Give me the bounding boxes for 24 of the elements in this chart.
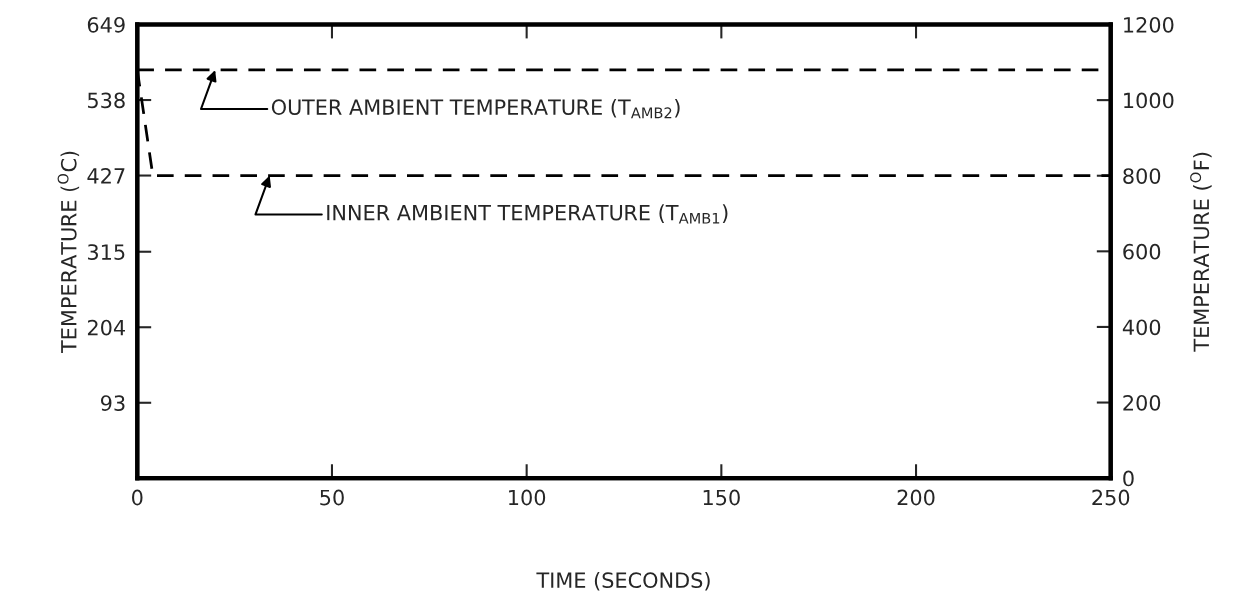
x-axis-title: TIME (SECONDS) [536,571,710,591]
y2-tick-label: 1200 [1124,16,1174,33]
y-tick-label: 649 [87,16,125,33]
x-tick-label: 200 [897,489,935,506]
y-tick-label: 204 [87,319,125,336]
y-tick-label: 538 [88,92,125,109]
annotation: INNER AMBIENT TEMPERATURE (T$_{AMB1}$) [327,204,728,224]
y2-tick-label: 1000 [1124,92,1174,109]
x-tick-label: 50 [320,489,344,506]
y-tick-label: 93 [100,395,125,411]
y-tick-label: 427 [87,168,125,184]
y2-tick-label: 0 [1123,470,1134,487]
x-tick-label: 250 [1092,489,1130,506]
y2-tick-label: 600 [1123,243,1161,260]
y2-tick-label: 800 [1123,168,1161,184]
y-axis-title: TEMPERATURE ($^{O}$C) [57,151,80,354]
x-tick-label: 100 [509,489,546,506]
x-tick-label: 150 [703,489,740,506]
annotation: OUTER AMBIENT TEMPERATURE (T$_{AMB2}$) [271,98,680,119]
x-tick-label: 0 [132,489,143,506]
y-tick-label: 315 [87,244,125,260]
y2-tick-label: 200 [1123,394,1161,411]
y2-axis-title: TEMPERATURE ($^{O}$F) [1190,152,1212,352]
y2-tick-label: 400 [1122,319,1161,336]
